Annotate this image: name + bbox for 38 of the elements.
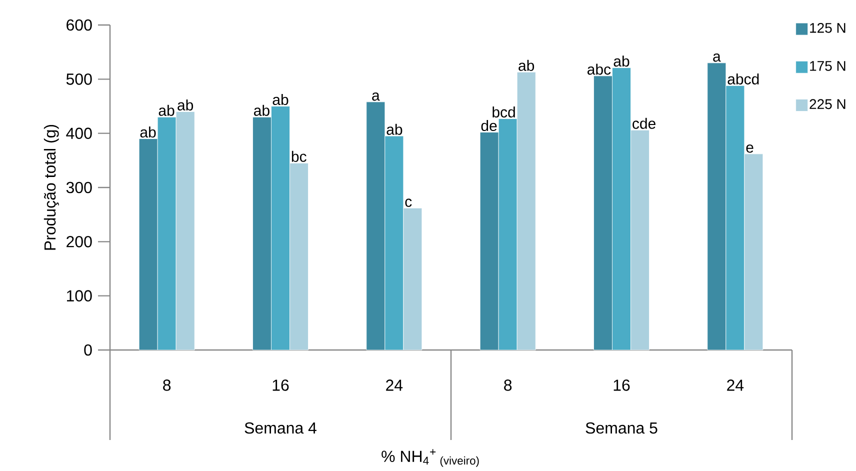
data-label: c — [405, 198, 412, 207]
data-label: ab — [140, 126, 156, 138]
y-tick-label: 600 — [66, 19, 92, 31]
x-axis-title: % NH$_{4}$+ (viveiro) — [382, 449, 479, 467]
data-label: ab — [614, 56, 630, 67]
text: Semana 5 — [586, 422, 658, 434]
data-label: ab — [518, 60, 534, 71]
x-tick-label: 16 — [614, 380, 630, 391]
legend-label: 125 N — [810, 22, 846, 33]
legend-label: 225 N — [810, 99, 846, 110]
data-label: ab — [272, 94, 288, 106]
y-tick-label: 200 — [66, 236, 92, 248]
data-label: a — [372, 92, 380, 101]
data-label: a — [713, 54, 721, 62]
x-tick-label: 16 — [272, 380, 289, 391]
x-tick-label: 8 — [504, 380, 512, 391]
data-label: ab — [158, 104, 174, 116]
data-label: bcd — [492, 106, 515, 118]
x-tick-label: 24 — [727, 380, 744, 391]
data-label: e — [746, 144, 754, 153]
y-tick-label: 400 — [66, 128, 92, 139]
data-label: bc — [292, 150, 306, 162]
data-label: ab — [254, 104, 270, 116]
data-label: cde — [632, 118, 656, 129]
data-label: abcd — [728, 73, 759, 84]
data-label: ab — [386, 124, 402, 135]
data-label: de — [481, 120, 497, 132]
data-label: abc — [588, 64, 611, 75]
y-tick-label: 100 — [66, 290, 92, 302]
x-tick-label: 24 — [386, 380, 403, 391]
legend-label: 175 N — [810, 61, 846, 71]
data-label: ab — [178, 99, 194, 110]
y-tick-label: 0 — [84, 344, 92, 356]
y-tick-label: 500 — [66, 74, 92, 85]
text: Semana 4 — [244, 422, 316, 434]
y-axis-title: Produção total (g) — [44, 124, 59, 250]
x-tick-label: 8 — [163, 380, 171, 391]
y-tick-label: 300 — [66, 182, 92, 194]
